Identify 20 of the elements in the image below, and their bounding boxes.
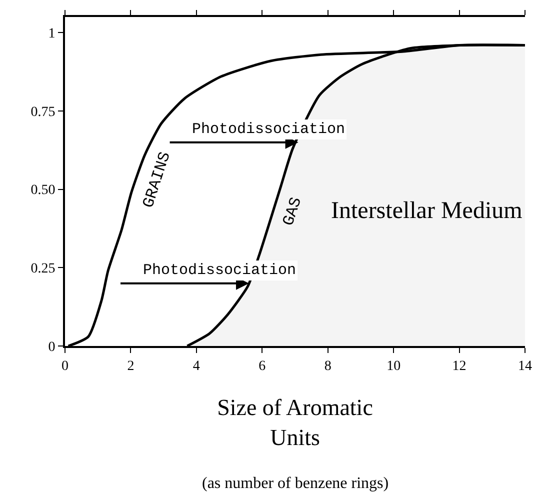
x-tick-label: 14 bbox=[518, 358, 532, 374]
y-tick-label: 0.75 bbox=[30, 104, 56, 120]
x-tick-label: 2 bbox=[127, 358, 134, 374]
text: GRAINS bbox=[139, 150, 174, 210]
annotation: Photodissociation bbox=[192, 121, 346, 138]
y-tick-label: 0.50 bbox=[30, 183, 56, 198]
y-tick-label: 0.25 bbox=[30, 262, 56, 277]
y-tick-label: 0 bbox=[48, 340, 56, 355]
annotation: Interstellar Medium bbox=[331, 198, 523, 224]
y-tick-label: 1 bbox=[48, 26, 56, 42]
series-label: GAS bbox=[280, 195, 306, 228]
x-axis-title: Size of Aromatic Units bbox=[217, 394, 373, 450]
x-tick-label: 12 bbox=[452, 358, 466, 374]
annotation: Photodissociation bbox=[143, 262, 296, 279]
text: (as number of benzene rings) bbox=[202, 475, 389, 492]
x-tick-label: 10 bbox=[386, 358, 401, 374]
x-tick-label: 0 bbox=[62, 358, 68, 374]
x-tick-label: 6 bbox=[258, 358, 266, 374]
x-tick-label: 4 bbox=[192, 358, 200, 374]
x-tick-label: 8 bbox=[324, 358, 332, 374]
